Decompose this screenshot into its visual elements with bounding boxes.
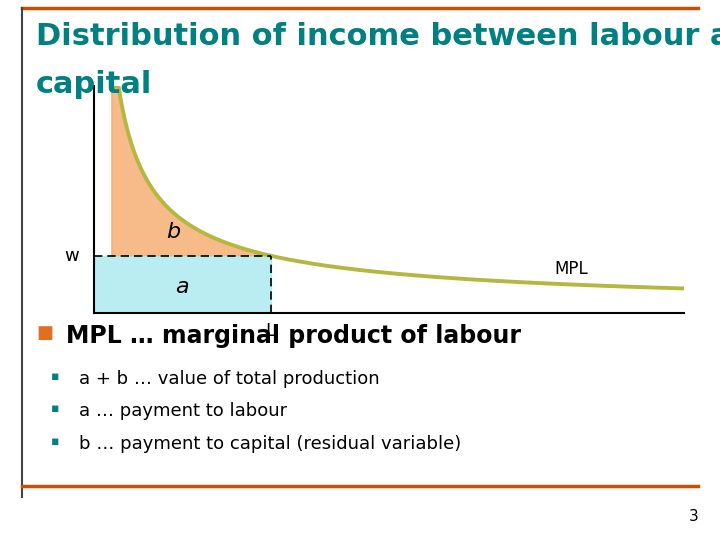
Text: Distribution of income between labour and: Distribution of income between labour an… bbox=[36, 22, 720, 51]
Text: MPL … marginal product of labour: MPL … marginal product of labour bbox=[66, 324, 521, 348]
Text: MPL: MPL bbox=[554, 260, 588, 278]
Text: ■: ■ bbox=[36, 324, 53, 342]
Text: ▪: ▪ bbox=[50, 402, 59, 415]
Text: L: L bbox=[266, 322, 276, 340]
Text: ▪: ▪ bbox=[50, 370, 59, 383]
Text: a: a bbox=[176, 278, 189, 298]
Text: a + b … value of total production: a + b … value of total production bbox=[79, 370, 380, 388]
Text: b … payment to capital (residual variable): b … payment to capital (residual variabl… bbox=[79, 435, 462, 453]
Text: w: w bbox=[64, 247, 79, 265]
Text: capital: capital bbox=[36, 70, 153, 99]
Text: b: b bbox=[166, 222, 181, 242]
Text: ▪: ▪ bbox=[50, 435, 59, 448]
Text: a … payment to labour: a … payment to labour bbox=[79, 402, 287, 420]
Text: 3: 3 bbox=[688, 509, 698, 524]
